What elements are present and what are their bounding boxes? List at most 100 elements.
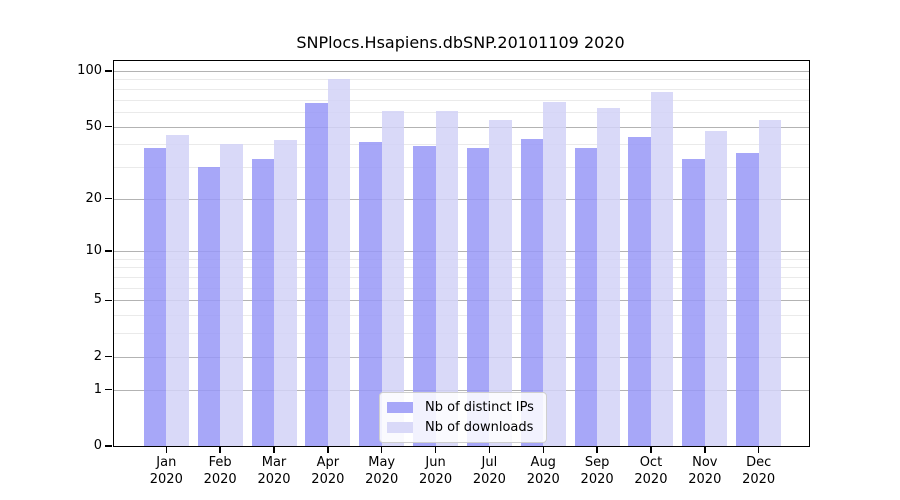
y-tick-label: 5 (93, 292, 102, 308)
bar-downloads (650, 91, 674, 446)
y-gridline-major (114, 389, 809, 391)
y-gridline-minor (114, 277, 809, 279)
x-tick-mark (596, 446, 598, 453)
x-tick-year: 2020 (203, 472, 237, 487)
y-gridline-major (114, 198, 809, 200)
y-tick-label: 1 (93, 381, 102, 397)
y-tick-mark (105, 388, 112, 391)
bar-downloads (489, 120, 512, 446)
legend: Nb of distinct IPs Nb of downloads (379, 392, 547, 443)
y-tick-label: 20 (85, 190, 102, 206)
bar-distinct-ips (305, 103, 328, 446)
y-gridline-minor (114, 315, 809, 317)
bar-downloads (543, 101, 566, 446)
y-tick-label: 50 (85, 118, 102, 134)
x-tick-mark (757, 446, 760, 453)
y-tick-mark (105, 299, 112, 302)
x-tick-mark (704, 446, 706, 453)
bar-downloads (758, 120, 782, 446)
x-tick-month: Jun (425, 455, 446, 470)
y-gridline-major (114, 251, 809, 253)
y-tick-label: 100 (77, 63, 102, 78)
bar-distinct-ips (682, 159, 705, 446)
x-tick-mark (650, 446, 652, 453)
y-gridline-major (114, 126, 809, 128)
x-tick-label: Oct 2020 (621, 454, 681, 488)
bar-downloads (704, 131, 728, 446)
y-gridline-minor (114, 166, 809, 168)
x-tick-month: Aug (530, 455, 556, 470)
y-gridline-minor (114, 333, 809, 335)
x-tick-mark (380, 446, 383, 453)
x-tick-year: 2020 (742, 472, 776, 487)
bar-downloads (597, 108, 620, 446)
x-tick-mark (165, 446, 168, 453)
x-tick-label: Jun 2020 (406, 454, 466, 488)
y-gridline-major (114, 71, 809, 72)
bar-downloads (327, 79, 351, 446)
x-tick-year: 2020 (257, 472, 291, 487)
y-tick-label: 2 (93, 348, 102, 364)
x-tick-month: Apr (316, 455, 340, 470)
y-gridline-minor (114, 79, 809, 81)
x-tick-label: Aug 2020 (513, 454, 573, 488)
bar-distinct-ips (143, 148, 167, 446)
bar-downloads (435, 110, 459, 446)
x-tick-label: Apr 2020 (298, 454, 358, 488)
y-gridline-minor (114, 258, 809, 260)
y-tick-mark (105, 355, 112, 358)
x-tick-year: 2020 (419, 472, 453, 487)
y-tick-mark (105, 125, 112, 128)
x-tick-label: Dec 2020 (729, 454, 789, 488)
x-tick-label: May 2020 (352, 454, 412, 488)
y-tick-mark (105, 445, 112, 447)
x-tick-label: Mar 2020 (244, 454, 304, 488)
y-tick-label: 10 (85, 243, 102, 259)
bar-distinct-ips (413, 146, 436, 446)
bar-distinct-ips (466, 148, 490, 446)
bar-distinct-ips (359, 142, 382, 446)
x-tick-month: May (368, 455, 396, 470)
x-tick-month: Sep (584, 455, 610, 470)
x-tick-mark (434, 446, 437, 453)
x-tick-month: Jul (481, 455, 498, 470)
x-tick-month: Oct (639, 455, 663, 470)
chart-title: SNPlocs.Hsapiens.dbSNP.20101109 2020 (296, 33, 625, 52)
bar-distinct-ips (520, 138, 544, 446)
y-tick-mark (105, 197, 112, 200)
x-tick-year: 2020 (472, 472, 506, 487)
y-tick-label: 0 (93, 438, 102, 453)
y-gridline-minor (114, 287, 809, 289)
y-gridline-major (114, 356, 809, 358)
x-tick-mark (327, 446, 329, 453)
x-tick-year: 2020 (365, 472, 399, 487)
x-tick-mark (273, 446, 275, 453)
legend-item-downloads: Nb of downloads (387, 419, 534, 436)
y-gridline-minor (114, 88, 809, 90)
x-tick-year: 2020 (149, 472, 183, 487)
bar-distinct-ips (736, 152, 759, 446)
x-tick-month: Mar (261, 455, 287, 470)
y-tick-mark (105, 70, 112, 72)
legend-label-downloads: Nb of downloads (425, 419, 534, 435)
x-tick-year: 2020 (311, 472, 345, 487)
legend-swatch-downloads (387, 422, 413, 433)
legend-item-distinct-ips: Nb of distinct IPs (387, 399, 534, 416)
y-gridline-minor (114, 99, 809, 101)
x-tick-month: Dec (746, 455, 772, 470)
bar-downloads (274, 140, 297, 446)
bar-distinct-ips (574, 148, 598, 446)
bar-downloads (166, 134, 189, 446)
x-tick-year: 2020 (634, 472, 668, 487)
x-tick-mark (488, 446, 491, 453)
x-tick-mark (219, 446, 221, 453)
bar-distinct-ips (197, 166, 221, 446)
plot-area: Nb of distinct IPs Nb of downloads 0 1 2 5 1… (77, 60, 810, 487)
x-tick-month: Jan (156, 455, 177, 470)
y-gridline-minor (114, 144, 809, 146)
x-tick-month: Feb (208, 455, 232, 470)
x-tick-label: Feb 2020 (190, 454, 250, 488)
y-tick-mark (105, 250, 112, 252)
bar-distinct-ips (628, 136, 651, 446)
